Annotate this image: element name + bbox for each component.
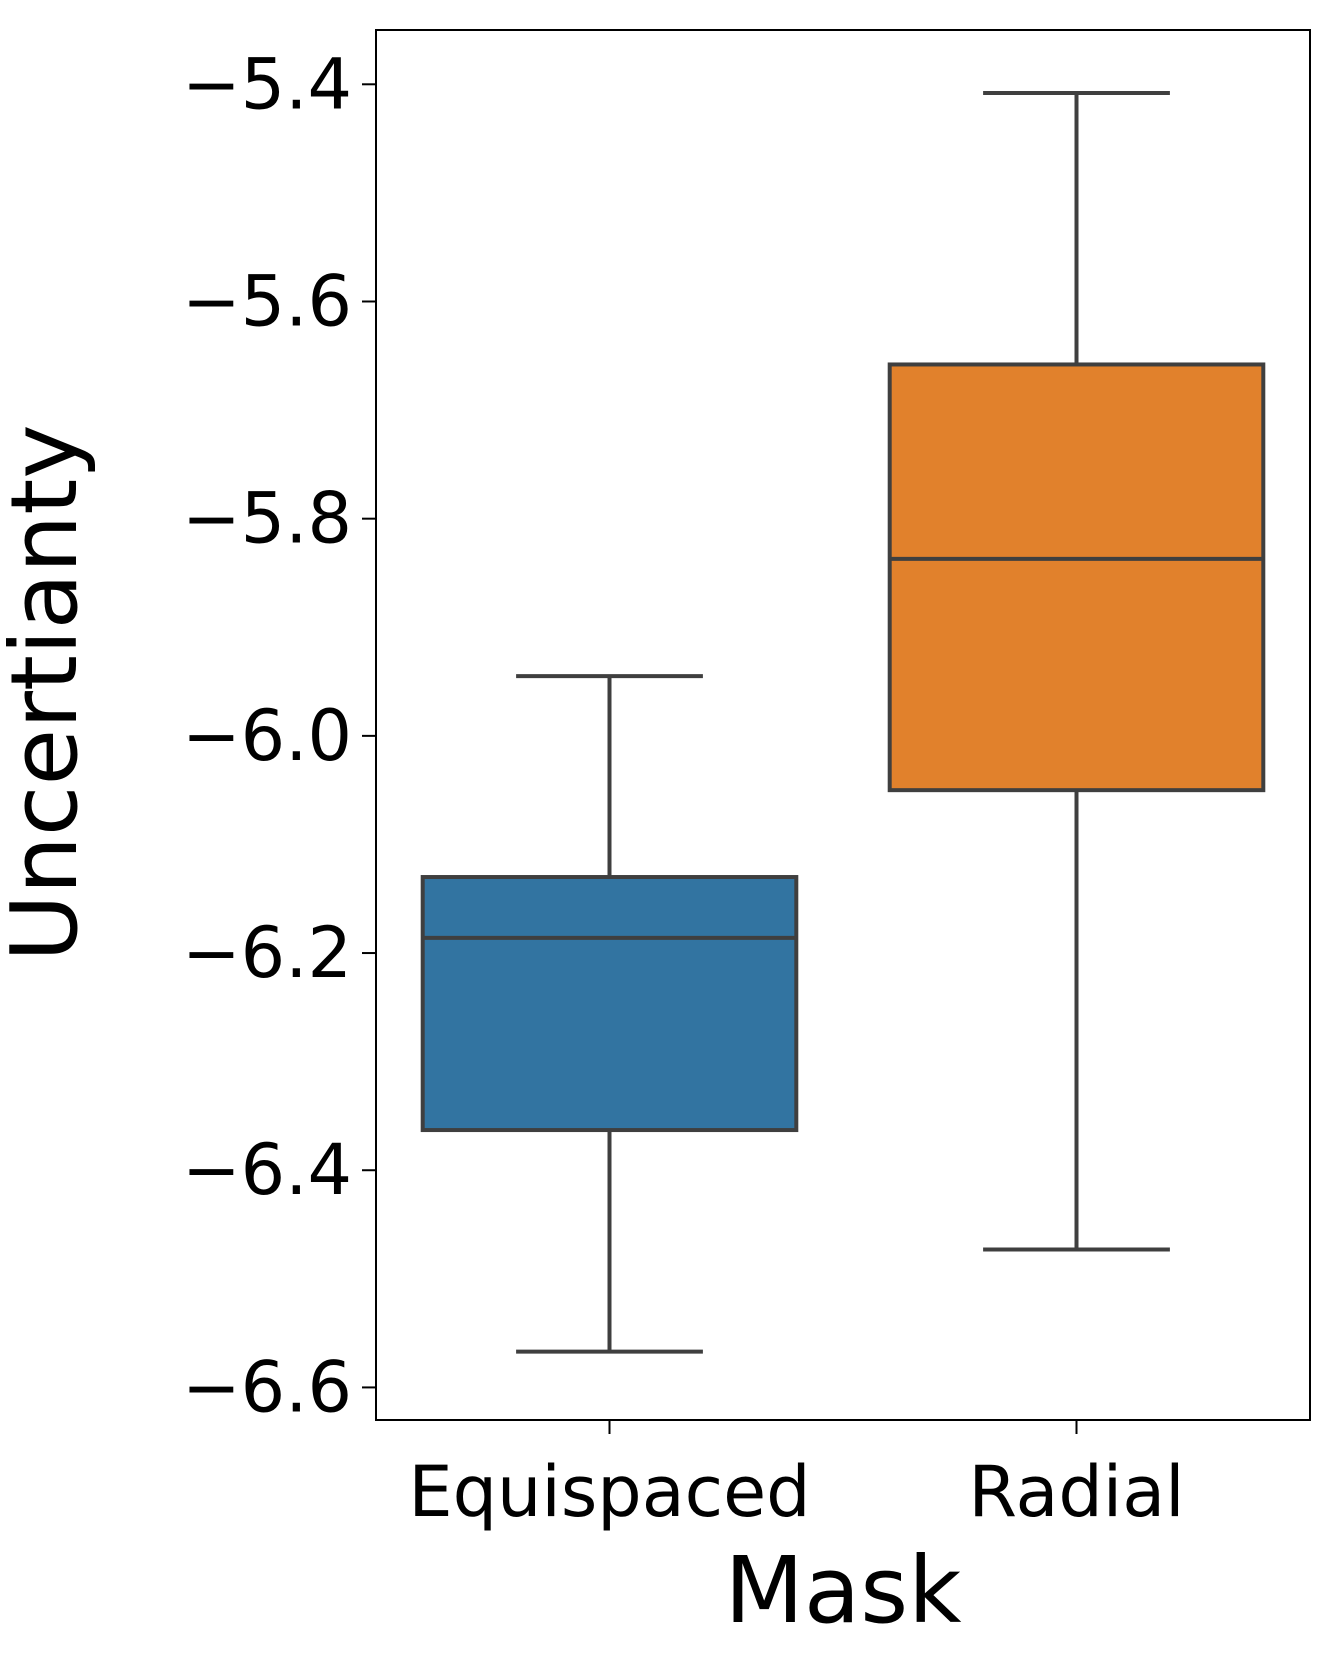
y-tick-label: −5.8 (182, 478, 352, 560)
box-radial (887, 90, 1266, 1252)
y-tick-label: −6.2 (182, 912, 352, 994)
x-tick-label: Radial (968, 1451, 1184, 1533)
y-axis-title: Uncertianty (0, 424, 98, 962)
y-tick-label: −5.6 (182, 260, 352, 342)
box-body (887, 362, 1266, 793)
plot-area (420, 90, 1266, 1354)
x-tick-label: Equispaced (408, 1451, 810, 1533)
box-body (420, 875, 799, 1133)
y-tick-label: −6.6 (182, 1346, 352, 1428)
plot-frame (375, 29, 1311, 1421)
y-tick-label: −5.4 (182, 43, 352, 125)
y-tick-label: −6.4 (182, 1129, 352, 1211)
x-axis-title: Mask (725, 1537, 963, 1644)
y-tick-label: −6.0 (182, 695, 352, 777)
box-equispaced (420, 674, 799, 1354)
x-axis: Equispaced Radial (408, 1420, 1185, 1533)
y-axis: −5.4 −5.6 −5.8 −6.0 −6.2 −6.4 −6.6 (182, 43, 376, 1428)
